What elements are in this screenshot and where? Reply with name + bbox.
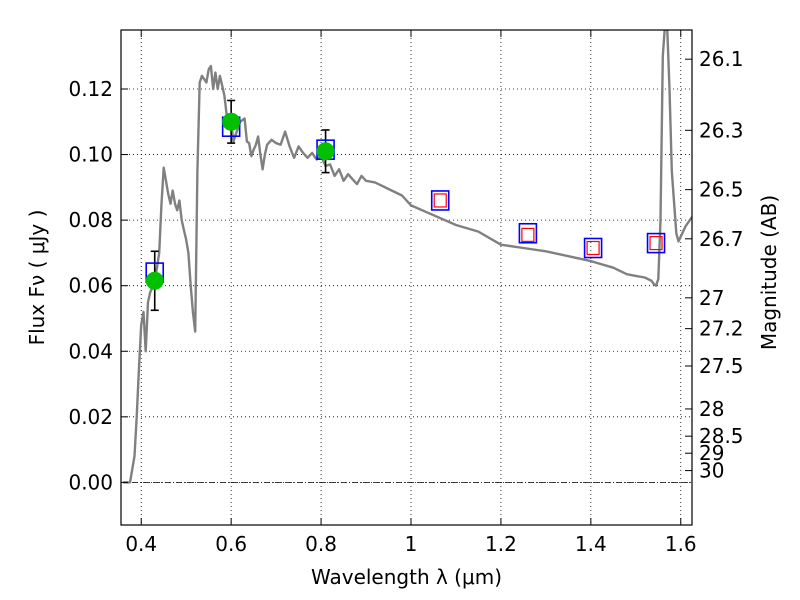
- predicted-flux-square: [586, 240, 600, 256]
- magnitude-tick-label: 29: [699, 441, 724, 465]
- y-tick-label: 0.04: [68, 339, 113, 363]
- magnitude-tick-label: 26.5: [699, 178, 744, 202]
- plot-frame: [120, 29, 693, 526]
- magnitude-tick-label: 28.5: [699, 424, 744, 448]
- model-flux-square: [583, 237, 603, 259]
- predicted-flux-square: [521, 227, 535, 242]
- magnitude-tick-label: 27: [699, 286, 724, 310]
- template-spectrum-line: [123, 30, 692, 484]
- magnitude-tick-label: 30: [699, 459, 724, 483]
- x-tick-label: 1.4: [575, 532, 607, 556]
- magnitude-tick-label: 26.1: [699, 47, 744, 71]
- x-axis-title: Wavelength λ (μm): [311, 565, 502, 589]
- observed-flux-point: [145, 271, 164, 290]
- model-flux-square: [430, 190, 450, 211]
- y-axis-ticks: 0.00 0.02 0.04 0.06 0.08 0.10 0.12: [68, 77, 128, 494]
- magnitude-tick-label: 26.3: [699, 118, 744, 142]
- predicted-flux-square: [433, 193, 447, 208]
- x-tick-label: 0.6: [215, 532, 247, 556]
- series-layer: [123, 30, 692, 484]
- magnitude-tick-label: 26.7: [699, 227, 744, 251]
- y-tick-label: 0.00: [68, 470, 113, 494]
- x-tick-label: 0.8: [305, 532, 337, 556]
- x-axis-ticks: 0.4 0.6 0.8 1 1.2 1.4 1.6: [125, 30, 697, 556]
- y-axis-title: Flux Fν ( μJy ): [25, 210, 49, 346]
- magnitude-tick-label: 27.2: [699, 317, 744, 341]
- x-tick-label: 1.6: [665, 532, 697, 556]
- magnitude-tick-label: 28: [699, 397, 724, 421]
- observed-flux-point: [222, 112, 241, 131]
- x-tick-label: 0.4: [125, 532, 157, 556]
- magnitude-tick-label: 27.5: [699, 354, 744, 378]
- x-tick-label: 1: [405, 532, 418, 556]
- model-flux-square: [646, 232, 666, 254]
- y-tick-label: 0.08: [68, 208, 113, 232]
- observed-flux-point: [316, 142, 335, 161]
- y-tick-label: 0.10: [68, 143, 113, 167]
- y-tick-label: 0.06: [68, 274, 113, 298]
- y-tick-label: 0.02: [68, 405, 113, 429]
- x-tick-label: 1.2: [485, 532, 517, 556]
- magnitude-axis-title: Magnitude (AB): [757, 195, 781, 350]
- marker-layer: [145, 112, 666, 290]
- y-tick-label: 0.12: [68, 77, 113, 101]
- grid-layer: [121, 30, 692, 525]
- predicted-flux-square: [649, 235, 663, 251]
- model-flux-square: [518, 222, 538, 244]
